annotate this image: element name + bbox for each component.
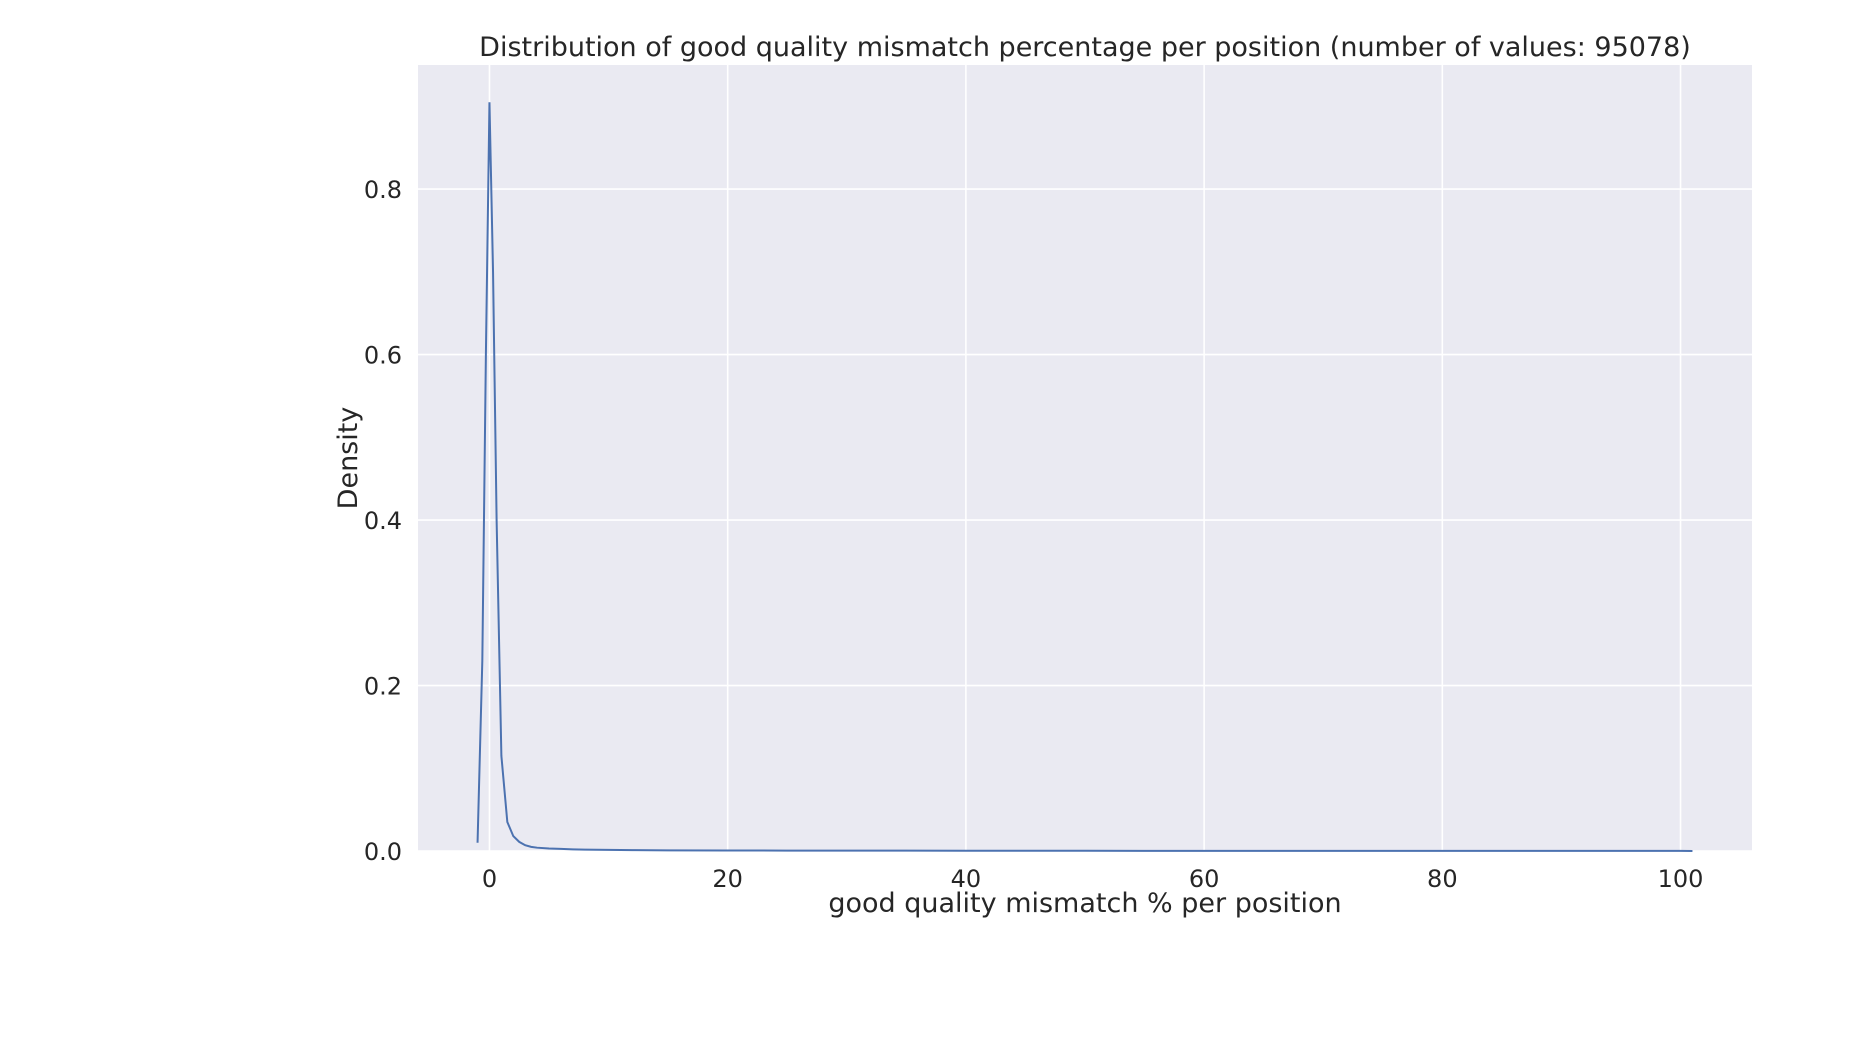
x-tick-label: 100: [1658, 865, 1704, 893]
x-tick-label: 80: [1427, 865, 1458, 893]
y-tick-label: 0.2: [364, 673, 402, 701]
x-tick-label: 0: [482, 865, 497, 893]
x-tick-label: 40: [951, 865, 982, 893]
density-line: [476, 102, 1693, 852]
x-axis-label: good quality mismatch % per position: [828, 888, 1341, 919]
y-tick-label: 0.6: [364, 342, 402, 370]
x-tick-label: 60: [1189, 865, 1220, 893]
y-tick-label: 0.0: [364, 838, 402, 866]
plot-area: [418, 65, 1752, 851]
x-tick-label: 20: [712, 865, 743, 893]
x-tick-labels: 0 20 40 60 80 100: [482, 865, 1704, 893]
y-tick-label: 0.4: [364, 507, 402, 535]
y-tick-label: 0.8: [364, 176, 402, 204]
y-axis-label: Density: [333, 407, 364, 510]
chart-title: Distribution of good quality mismatch pe…: [479, 32, 1691, 63]
y-tick-labels: 0.0 0.2 0.4 0.6 0.8: [364, 176, 402, 866]
